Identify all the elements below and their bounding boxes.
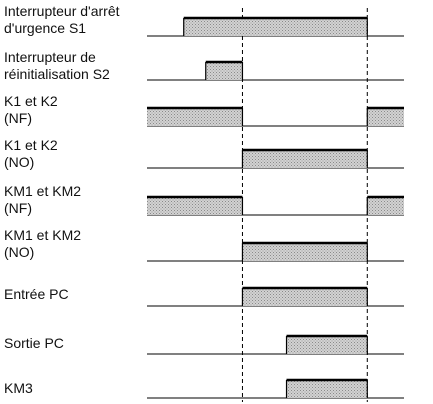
signal-label-line: K1 et K2 bbox=[4, 137, 58, 153]
signal-label-line: K1 et K2 bbox=[4, 93, 58, 109]
signal-label-line: (NO) bbox=[4, 154, 35, 170]
signal-label: KM1 et KM2 (NO) bbox=[4, 227, 81, 261]
high-state-fill bbox=[147, 108, 243, 126]
signal-label: Interrupteur de réinitialisation S2 bbox=[4, 49, 110, 83]
signal-label: Interrupteur d'arrêt d'urgence S1 bbox=[4, 3, 120, 37]
signal-label-line: Sortie PC bbox=[4, 335, 64, 351]
signal-label: Entrée PC bbox=[4, 286, 69, 303]
signal-label-line: réinitialisation S2 bbox=[4, 66, 110, 82]
high-state-fill bbox=[242, 150, 368, 168]
signal-label-line: d'urgence S1 bbox=[4, 20, 87, 36]
signal-label-line: Entrée PC bbox=[4, 286, 69, 302]
signal-label: KM3 bbox=[4, 380, 33, 397]
high-state-fill bbox=[367, 108, 404, 126]
high-state-fill bbox=[367, 197, 404, 215]
signal-label: Sortie PC bbox=[4, 335, 64, 352]
signal-label-line: KM3 bbox=[4, 380, 33, 396]
signal-label: KM1 et KM2 (NF) bbox=[4, 183, 81, 217]
high-state-fill bbox=[286, 336, 368, 354]
signal-traces bbox=[147, 16, 404, 399]
high-state-fill bbox=[205, 62, 243, 80]
signal-label-line: KM1 et KM2 bbox=[4, 227, 82, 243]
signal-label-line: KM1 et KM2 bbox=[4, 183, 82, 199]
high-state-fill bbox=[242, 243, 368, 261]
high-state-fill bbox=[183, 18, 368, 36]
high-state-fill bbox=[242, 288, 368, 306]
signal-label: K1 et K2 (NF) bbox=[4, 93, 58, 127]
signal-label-line: Interrupteur de bbox=[4, 49, 96, 65]
signal-label-line: (NF) bbox=[4, 110, 32, 126]
signal-label-line: (NO) bbox=[4, 244, 35, 260]
signal-label-line: Interrupteur d'arrêt bbox=[4, 3, 120, 19]
signal-label-line: (NF) bbox=[4, 200, 32, 216]
high-state-fill bbox=[147, 197, 243, 215]
signal-label: K1 et K2 (NO) bbox=[4, 137, 58, 171]
high-state-fill bbox=[286, 380, 368, 398]
